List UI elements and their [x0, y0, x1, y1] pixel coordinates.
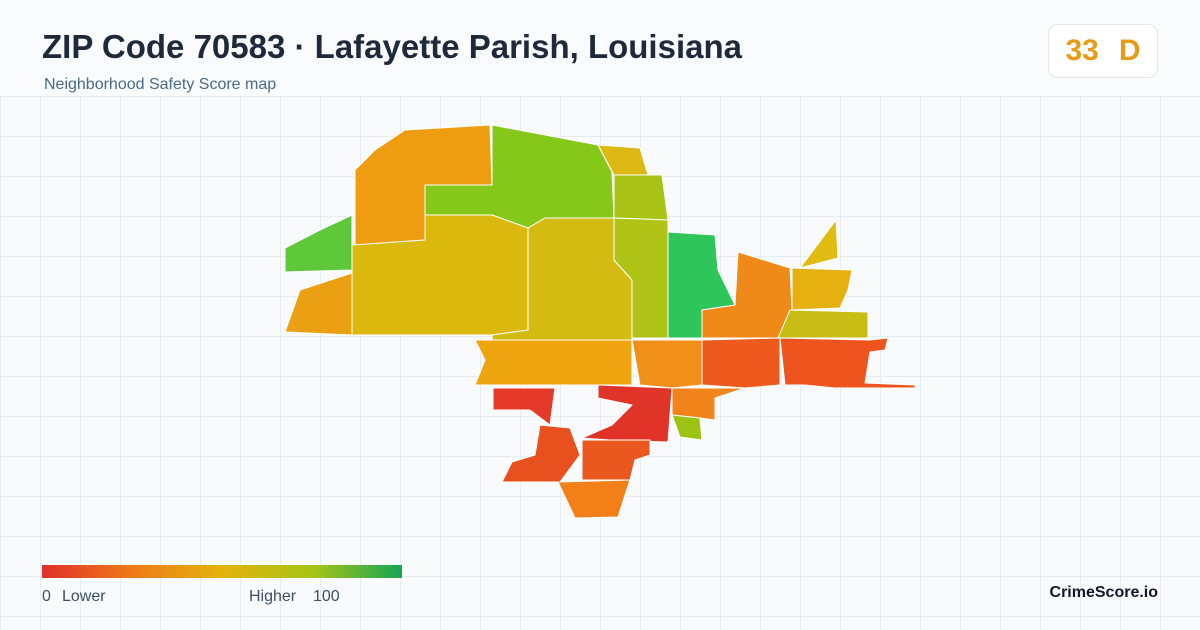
region: [799, 219, 839, 269]
brand: CrimeScore.io: [1049, 584, 1158, 601]
region: [501, 424, 581, 483]
legend-gradient: [42, 565, 402, 578]
score-value: 33: [1065, 34, 1099, 67]
legend-max-label: Higher: [249, 588, 297, 605]
score-badge: 33 D: [1048, 24, 1158, 78]
region: [791, 267, 853, 311]
region: [557, 479, 631, 519]
region: [631, 339, 703, 389]
subtitle: Neighborhood Safety Score map: [44, 76, 277, 93]
legend-min: 0: [42, 588, 51, 605]
region: [613, 174, 669, 221]
legend-min-label: Lower: [62, 588, 106, 605]
region: [701, 337, 781, 389]
region: [474, 339, 633, 386]
region: [581, 439, 651, 481]
region: [701, 251, 793, 339]
legend-max: 100: [313, 588, 340, 605]
region: [613, 217, 669, 339]
zip-regions: [284, 124, 916, 519]
title: ZIP Code 70583 · Lafayette Parish, Louis…: [42, 28, 742, 65]
region: [779, 337, 916, 389]
region: [284, 272, 353, 336]
region: [284, 214, 353, 273]
region: [777, 309, 869, 339]
header: ZIP Code 70583 · Lafayette Parish, Louis…: [0, 0, 1200, 96]
region: [581, 384, 673, 443]
region: [492, 387, 556, 426]
region: [671, 414, 703, 441]
region: [671, 387, 746, 421]
score-grade: D: [1118, 34, 1141, 67]
